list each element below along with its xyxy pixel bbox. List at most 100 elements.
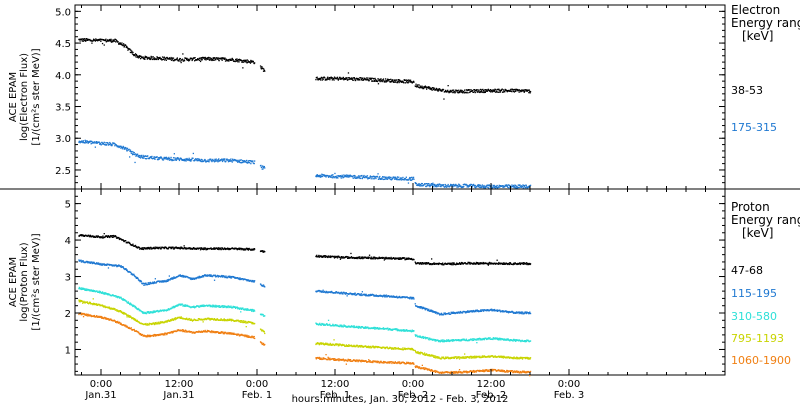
data-point [101,237,104,239]
data-point [398,80,400,82]
data-point [115,296,117,298]
data-point [334,255,336,257]
data-point [101,38,103,41]
data-point [263,166,265,168]
data-point [478,339,480,341]
data-point [449,185,451,187]
data-point [178,58,181,61]
data-point [90,40,93,42]
data-point [251,248,253,250]
data-point [361,174,363,177]
data-point [131,154,134,156]
data-point [466,184,468,186]
data-point [133,318,135,321]
data-point [433,184,435,186]
data-point [452,339,454,341]
data-point [399,178,402,180]
data-point [407,182,410,184]
data-point [390,179,393,181]
data-point [398,258,400,260]
data-point [424,309,426,311]
data-point [496,91,498,93]
data-point [344,325,347,327]
data-point [201,305,203,307]
data-point [347,257,349,259]
data-point [172,57,174,59]
data-point [330,76,332,78]
data-point [121,146,123,148]
data-point [353,326,355,329]
data-point [231,161,233,163]
data-point [417,306,420,308]
data-point [122,299,124,301]
data-point [242,248,244,250]
data-point [318,174,320,177]
data-point [321,255,323,257]
data-point [472,338,474,340]
data-point [352,175,355,177]
data-point [190,247,192,249]
data-point [139,55,141,58]
data-point [335,177,337,179]
data-point [508,262,510,265]
data-point [476,338,478,340]
data-point [201,160,203,163]
data-point [447,340,449,342]
data-point [180,317,182,319]
data-point [227,306,229,309]
data-point [367,178,369,180]
data-point [144,247,146,249]
data-point [397,257,399,259]
data-point [260,68,263,70]
data-point [145,155,147,157]
data-point [482,88,484,91]
data-point [182,274,184,277]
data-point [346,295,348,297]
data-point [466,186,468,188]
data-point [508,187,510,189]
data-point [90,143,92,145]
data-point [211,305,213,307]
data-point [511,184,513,186]
data-point [366,327,369,329]
data-point [199,159,202,162]
data-point [381,256,383,259]
data-point [107,142,109,144]
data-point [167,157,170,160]
data-point [498,186,500,188]
data-point [153,58,155,61]
data-point [102,264,104,266]
data-point [422,87,424,90]
data-point [205,161,207,163]
data-point [381,80,383,83]
data-point [493,184,495,187]
data-point [396,295,398,297]
data-point [347,256,349,258]
data-point [501,88,503,90]
data-point [337,324,339,327]
data-point [489,262,492,264]
data-point [149,312,151,314]
data-point [428,308,430,310]
data-point [246,162,249,164]
data-point [203,305,205,308]
data-point [345,174,347,176]
data-point [202,321,204,323]
data-point [377,176,379,178]
data-point [152,323,154,325]
data-point [182,276,184,278]
data-point [123,312,125,314]
data-point [336,175,338,177]
data-point [123,313,125,315]
data-point [528,313,530,315]
data-point [238,248,240,250]
data-point [446,91,448,93]
data-point [169,159,172,161]
data-point [502,310,504,312]
data-point [444,312,446,314]
data-point [466,92,468,94]
data-point [384,296,386,298]
data-point [120,310,122,312]
data-point [320,176,323,178]
data-point [100,144,102,146]
